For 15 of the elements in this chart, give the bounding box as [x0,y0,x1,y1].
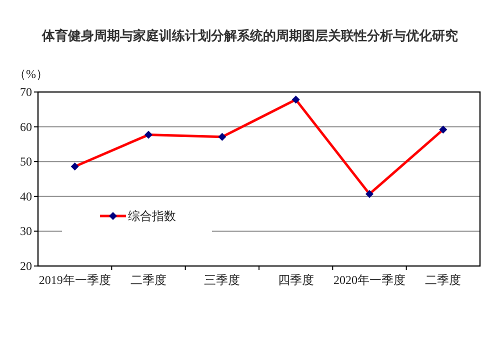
chart-title: 体育健身周期与家庭训练计划分解系统的周期图层关联性分析与优化研究 [41,28,458,44]
x-tick-label: 二季度 [425,273,462,287]
y-tick-label: 50 [20,154,32,169]
legend-label: 综合指数 [128,209,176,223]
x-tick-label: 2020年一季度 [334,273,406,287]
x-tick-label: 二季度 [130,273,166,287]
y-tick-label: 60 [20,120,32,134]
x-tick-label: 四季度 [278,273,314,287]
y-tick-label: 30 [20,224,32,238]
y-tick-label: 70 [20,85,32,99]
x-tick-label: 三季度 [204,273,240,287]
x-tick-label: 2019年一季度 [38,273,111,287]
y-tick-label: 20 [20,259,32,273]
y-tick-label: 40 [20,189,32,204]
y-axis-title: （%） [14,67,48,81]
